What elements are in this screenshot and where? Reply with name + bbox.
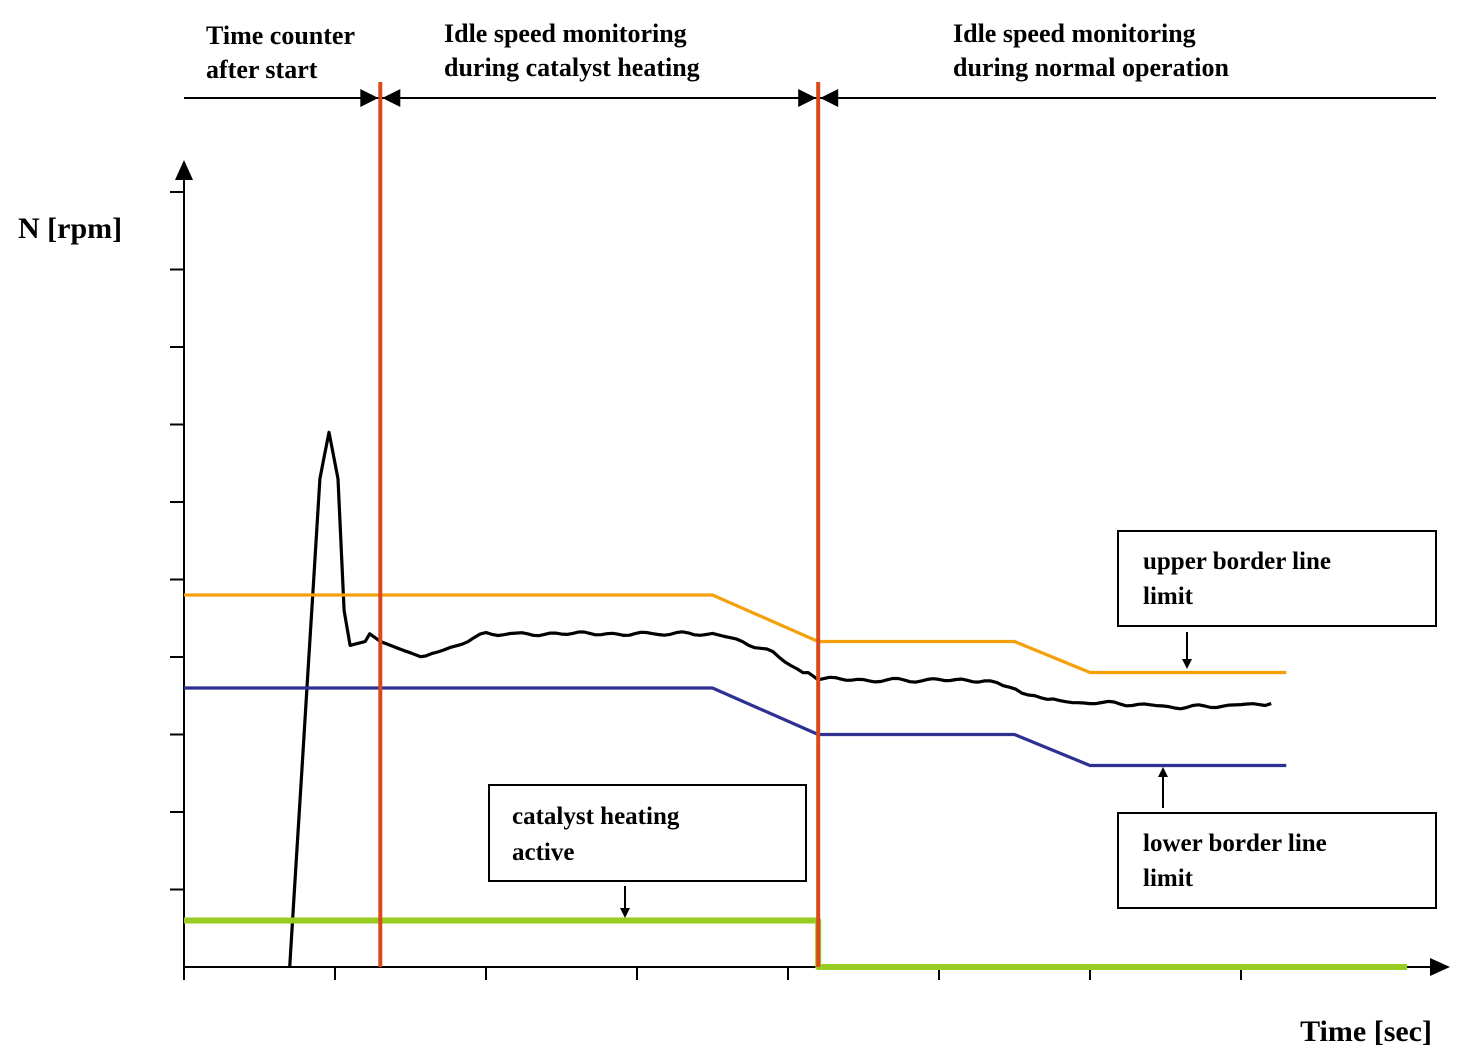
phase-boundaries (378, 82, 821, 967)
y-axis-arrow (175, 160, 193, 180)
phase-1-label-line2: after start (206, 55, 318, 84)
phase-3-label-line2: during normal operation (953, 53, 1229, 82)
upper-limit-text-line1: upper border line (1143, 548, 1331, 575)
series-engine-speed (288, 430, 1272, 968)
lower-limit-text-line2: limit (1143, 865, 1194, 892)
x-axis-label: Time [sec] (1300, 1015, 1432, 1048)
x-axis-arrow (1430, 958, 1450, 976)
series-upper-border-line-limit (184, 593, 1287, 675)
series-catalyst-heating-active (184, 917, 1408, 970)
y-axis-label: N [rpm] (18, 212, 122, 245)
upper-limit-text-line2: limit (1143, 583, 1194, 610)
phase-2-label-line2: during catalyst heating (444, 53, 700, 82)
phase-2-label-line1: Idle speed monitoring (444, 19, 687, 48)
phase-1-label-line1: Time counter (206, 21, 355, 50)
timeline-arrow-left-1 (360, 89, 379, 107)
catalyst-text-line1: catalyst heating (512, 803, 680, 830)
upper-limit-box (1117, 530, 1437, 627)
timeline-arrow-left-2 (798, 89, 817, 107)
timeline-arrow-right-2 (820, 89, 839, 107)
catalyst-box (488, 784, 807, 882)
lower-limit-text-line1: lower border line (1143, 830, 1327, 857)
timeline-arrow-right-1 (382, 89, 401, 107)
lower-limit-box (1117, 812, 1437, 909)
catalyst-text-line2: active (512, 839, 574, 866)
phase-3-label-line1: Idle speed monitoring (953, 19, 1196, 48)
phase-timeline (184, 89, 1436, 107)
series-lower-border-line-limit (184, 686, 1287, 768)
